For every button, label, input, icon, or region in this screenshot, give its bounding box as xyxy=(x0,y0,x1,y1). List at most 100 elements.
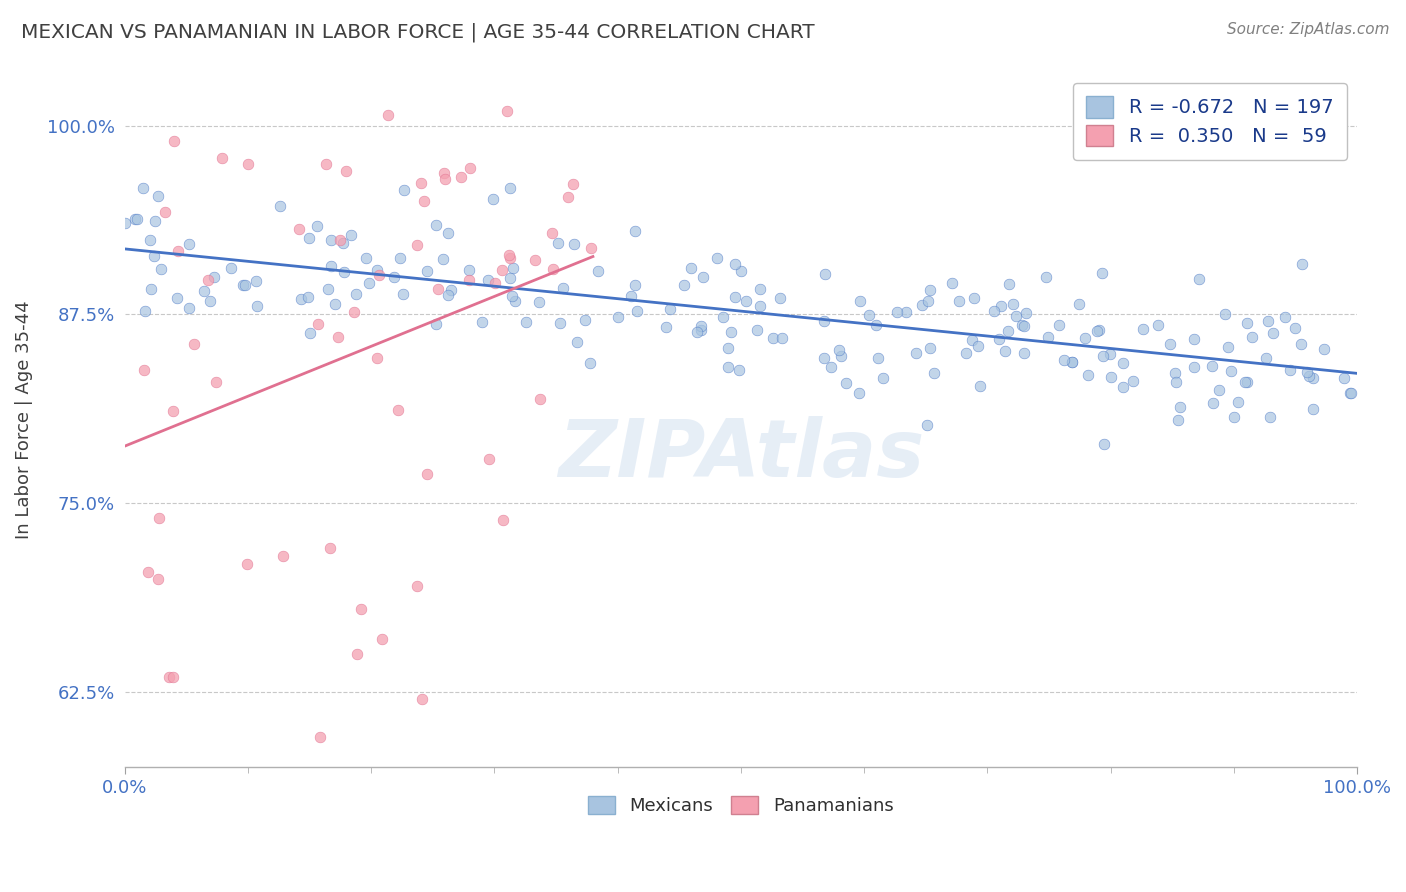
Point xyxy=(690,319,713,334)
Point xyxy=(1202,396,1225,410)
Point xyxy=(415,467,437,481)
Point xyxy=(814,268,837,282)
Point xyxy=(359,276,381,290)
Point xyxy=(655,320,678,334)
Point xyxy=(200,293,222,308)
Point xyxy=(323,297,346,311)
Point xyxy=(579,242,602,256)
Point xyxy=(246,299,269,313)
Point xyxy=(1257,314,1279,328)
Point xyxy=(1122,374,1144,388)
Point xyxy=(405,579,427,593)
Point xyxy=(354,252,377,266)
Point xyxy=(167,244,190,258)
Point xyxy=(211,151,233,165)
Point xyxy=(990,299,1012,313)
Point xyxy=(820,359,842,374)
Point xyxy=(132,363,155,377)
Point xyxy=(963,292,986,306)
Legend: Mexicans, Panamanians: Mexicans, Panamanians xyxy=(579,787,903,824)
Y-axis label: In Labor Force | Age 35-44: In Labor Force | Age 35-44 xyxy=(15,301,32,540)
Point xyxy=(471,315,494,329)
Point xyxy=(193,284,215,298)
Point xyxy=(405,237,427,252)
Point xyxy=(501,288,523,302)
Point xyxy=(515,315,537,329)
Point xyxy=(848,293,870,308)
Point xyxy=(141,282,163,296)
Point xyxy=(905,346,928,360)
Point xyxy=(340,227,363,242)
Point xyxy=(308,730,330,744)
Point xyxy=(1274,310,1296,324)
Point xyxy=(1302,401,1324,416)
Point xyxy=(1074,331,1097,345)
Point xyxy=(997,325,1019,339)
Point xyxy=(219,260,242,275)
Point xyxy=(491,263,513,277)
Point xyxy=(994,343,1017,358)
Point xyxy=(498,247,520,261)
Point xyxy=(1291,257,1313,271)
Point xyxy=(1049,318,1071,332)
Point xyxy=(586,263,609,277)
Point xyxy=(578,356,600,370)
Point xyxy=(134,304,156,318)
Point xyxy=(318,541,340,556)
Point xyxy=(1111,356,1133,370)
Point xyxy=(983,304,1005,318)
Point xyxy=(562,236,585,251)
Point xyxy=(1182,359,1205,374)
Point xyxy=(1011,318,1033,333)
Point xyxy=(749,299,772,313)
Point xyxy=(389,251,412,265)
Point xyxy=(326,329,349,343)
Point xyxy=(450,170,472,185)
Point xyxy=(813,314,835,328)
Point xyxy=(139,233,162,247)
Point xyxy=(1302,370,1324,384)
Point xyxy=(236,557,259,571)
Point xyxy=(425,218,447,232)
Point xyxy=(350,601,373,615)
Point xyxy=(1216,340,1239,354)
Point xyxy=(547,235,569,250)
Point xyxy=(567,335,589,350)
Point xyxy=(433,165,456,179)
Point xyxy=(1015,305,1038,319)
Point xyxy=(1092,437,1115,451)
Point xyxy=(866,351,889,365)
Point xyxy=(551,280,574,294)
Point xyxy=(142,249,165,263)
Point xyxy=(371,632,394,646)
Point xyxy=(335,164,357,178)
Point xyxy=(298,231,321,245)
Point xyxy=(679,261,702,276)
Point xyxy=(425,317,447,331)
Point xyxy=(1159,336,1181,351)
Point xyxy=(377,107,399,121)
Point xyxy=(762,331,785,345)
Point xyxy=(911,298,934,312)
Point xyxy=(692,269,714,284)
Point xyxy=(918,283,941,297)
Point xyxy=(835,376,858,391)
Point xyxy=(1077,368,1099,382)
Point xyxy=(749,282,772,296)
Point xyxy=(1166,376,1188,390)
Point xyxy=(1182,332,1205,346)
Point xyxy=(720,326,742,340)
Point xyxy=(391,287,413,301)
Point xyxy=(384,269,406,284)
Point xyxy=(1132,321,1154,335)
Point xyxy=(1284,320,1306,334)
Point xyxy=(1001,297,1024,311)
Point xyxy=(434,171,457,186)
Point xyxy=(319,233,342,247)
Point xyxy=(287,222,309,236)
Point xyxy=(1164,367,1187,381)
Point xyxy=(894,304,917,318)
Point xyxy=(1201,359,1223,373)
Point xyxy=(233,278,256,293)
Point xyxy=(478,451,501,466)
